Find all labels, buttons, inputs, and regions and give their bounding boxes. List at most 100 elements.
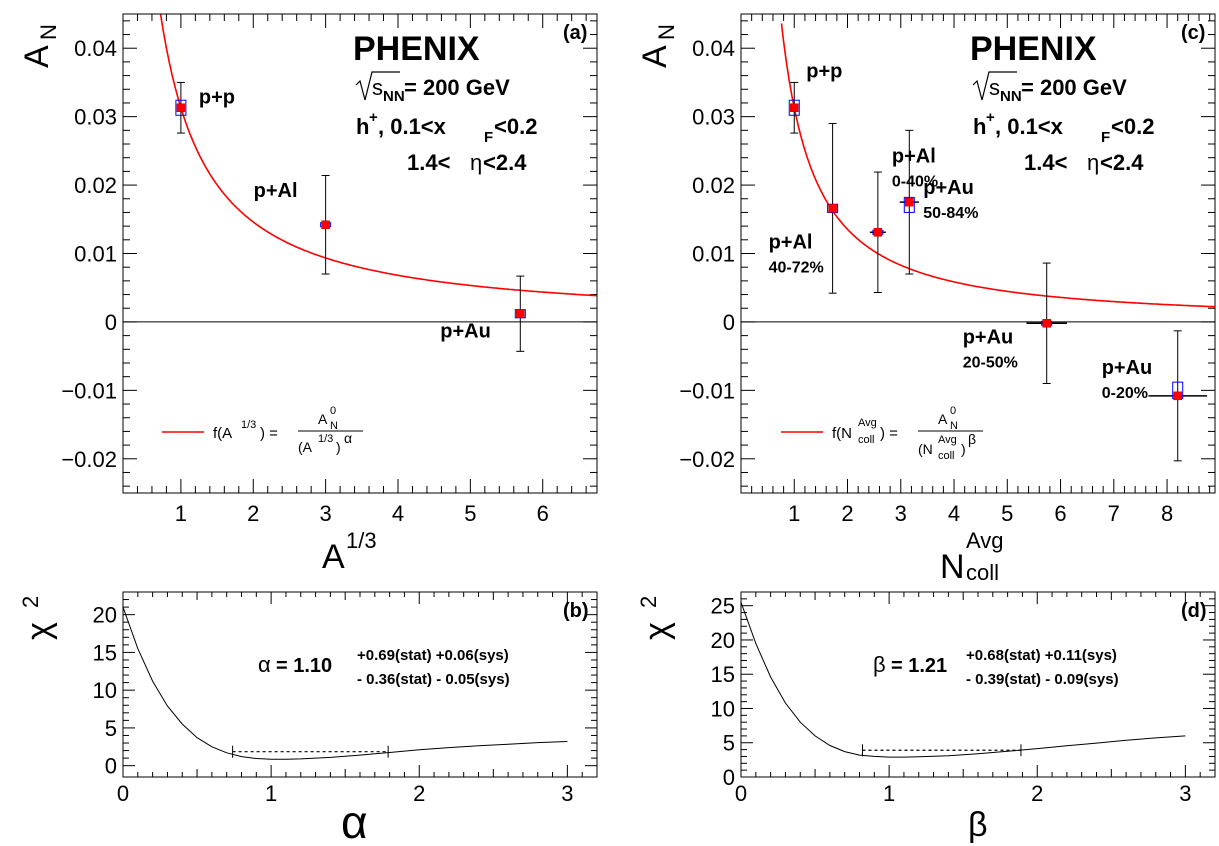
legend-lhs-end: ) = — [880, 425, 898, 442]
eta-post: <2.4 — [483, 150, 527, 175]
panel-label: (d) — [1181, 600, 1207, 622]
y-tick-label: 0 — [723, 765, 735, 790]
y-tick-label: 15 — [711, 662, 735, 687]
y-axis-title: A N — [636, 24, 679, 68]
y-axis-title-sup: 2 — [18, 596, 43, 608]
legend-lhs-end: ) = — [260, 425, 278, 442]
legend-den-end: ) — [336, 439, 341, 455]
panel-c-asymmetry-vs-ncoll: (c) PHENIX s NN = 200 GeV h + , 0.1<x F … — [636, 13, 1216, 586]
result-value: = 1.10 — [276, 655, 332, 677]
y-tick-label: 25 — [711, 594, 735, 619]
x-tick-label: 1 — [175, 501, 187, 526]
x-axis-title: A 1/3 — [322, 528, 377, 576]
eta-post: <2.4 — [1100, 150, 1144, 175]
data-point — [1173, 391, 1182, 401]
y-tick-label: 0.04 — [74, 36, 117, 61]
selection-label: h + , 0.1<x F <0.2 1.4< η <2.4 — [356, 109, 537, 175]
hadron-label: h — [973, 114, 986, 139]
legend-den-sub: coll — [938, 450, 955, 462]
y-tick-label: 5 — [105, 716, 117, 741]
y-tick-label: −0.01 — [679, 378, 735, 403]
x-tick-label: 2 — [413, 781, 425, 806]
y-tick-label: 0.02 — [692, 173, 735, 198]
legend-num-sup: 0 — [950, 405, 956, 417]
fit-curve — [780, 23, 1215, 308]
result-lower-errors: - 0.36(stat) - 0.05(sys) — [357, 671, 510, 688]
legend-denominator: (N — [918, 441, 933, 457]
eta-symbol: η — [470, 150, 482, 175]
beta-result: β = 1.21 +0.68(stat) +0.11(sys) - 0.39(s… — [873, 647, 1119, 688]
y-axis-title-base: A — [18, 45, 56, 68]
centrality-label: 0-40% — [892, 173, 938, 190]
legend-num-sub: N — [950, 420, 958, 432]
x-tick-label: 3 — [895, 501, 907, 526]
data-point — [873, 228, 883, 237]
x-tick-label: 1 — [265, 781, 277, 806]
y-tick-label: −0.02 — [679, 447, 735, 472]
x-tick-label: 7 — [1108, 501, 1120, 526]
data-point — [321, 220, 330, 230]
x-tick-label: 0 — [735, 781, 747, 806]
energy-value: = 200 GeV — [404, 75, 510, 100]
data-point — [176, 103, 186, 112]
experiment-title: PHENIX — [353, 30, 480, 68]
point-label: p+Al — [769, 231, 813, 253]
y-tick-label: 0 — [105, 310, 117, 335]
fit-curve — [159, 14, 597, 297]
energy-sub: NN — [383, 88, 405, 105]
xf-cut-left: , 0.1<x — [995, 114, 1064, 139]
legend-lhs-sub: coll — [858, 434, 875, 446]
x-tick-label: 8 — [1161, 501, 1173, 526]
centrality-label: 0-20% — [1102, 385, 1148, 402]
y-tick-label: −0.01 — [61, 378, 117, 403]
x-tick-label: 5 — [464, 501, 476, 526]
legend-lhs-sup: 1/3 — [241, 419, 256, 431]
x-axis-title: β — [968, 806, 988, 844]
point-label: p+Au — [1102, 357, 1153, 379]
x-tick-label: 2 — [247, 501, 259, 526]
legend-lhs: f(N — [832, 425, 852, 442]
y-tick-label: 20 — [711, 628, 735, 653]
result-upper-errors: +0.69(stat) +0.06(sys) — [357, 647, 509, 664]
hadron-charge: + — [986, 109, 995, 126]
panel-label: (a) — [563, 22, 587, 44]
data-point — [790, 103, 799, 112]
fit-legend: f(A 1/3 ) = A 0 N (A 1/3 ) α — [162, 405, 363, 455]
energy-label: s NN = 200 GeV — [355, 71, 510, 105]
y-axis-title-base: χ — [20, 622, 58, 640]
legend-den-sup: 1/3 — [318, 433, 333, 445]
alpha-result: α = 1.10 +0.69(stat) +0.06(sys) - 0.36(s… — [258, 647, 510, 688]
x-axis-title: α — [341, 796, 368, 846]
x-tick-label: 1 — [883, 781, 895, 806]
y-tick-label: 0.01 — [692, 242, 735, 267]
sys-error-box — [175, 99, 187, 116]
x-tick-label: 0 — [117, 781, 129, 806]
point-label: p+p — [199, 87, 235, 109]
legend-num-sup: 0 — [330, 405, 336, 417]
point-label: p+Al — [254, 180, 298, 202]
x-axis-title-sup: Avg — [966, 528, 1004, 553]
x-tick-label: 5 — [1001, 501, 1013, 526]
x-axis-title-base: A — [322, 538, 345, 576]
xf-cut-left: , 0.1<x — [378, 114, 447, 139]
x-tick-label: 6 — [1054, 501, 1066, 526]
y-axis-title: χ 2 — [636, 596, 676, 640]
energy-value: = 200 GeV — [1021, 75, 1127, 100]
y-tick-label: 0 — [105, 754, 117, 779]
legend-lhs-sup: Avg — [858, 417, 877, 429]
y-tick-label: −0.02 — [61, 447, 117, 472]
y-tick-label: 0.02 — [74, 173, 117, 198]
y-axis-title-base: A — [636, 45, 674, 68]
centrality-label: 50-84% — [923, 205, 978, 222]
x-tick-label: 2 — [841, 501, 853, 526]
point-label: p+Au — [923, 177, 974, 199]
point-label: p+p — [806, 61, 842, 83]
eta-pre: 1.4< — [407, 150, 450, 175]
x-tick-label: 6 — [537, 501, 549, 526]
y-axis-title-sub: N — [654, 24, 679, 40]
y-tick-label: 5 — [723, 731, 735, 756]
x-tick-label: 3 — [1179, 781, 1191, 806]
result-upper-errors: +0.68(stat) +0.11(sys) — [966, 647, 1117, 664]
y-tick-label: 0.03 — [692, 105, 735, 130]
